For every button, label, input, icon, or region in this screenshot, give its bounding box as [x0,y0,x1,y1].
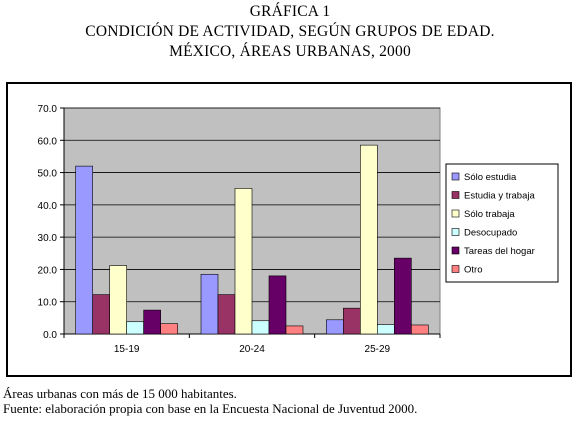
plot-area: 70.0 60.0 50.0 40.0 30.0 20.0 10.0 0.0 15-19 20-2… [38,104,441,355]
bar [377,324,395,335]
bar [234,188,253,335]
title-line-3: MÉXICO, ÁREAS URBANAS, 2000 [169,43,411,60]
legend-label: Tareas del hogar [464,246,535,257]
bar [251,320,270,335]
legend-swatch [451,191,460,199]
bar [200,273,219,335]
bar [75,165,93,335]
y-tick-label: 50.0 [38,169,58,180]
bar [109,265,127,335]
footnote-urban-areas: Áreas urbanas con más de 15 000 habitant… [3,386,237,401]
bar [160,323,178,335]
x-tick-label: 20-24 [239,344,265,355]
bar [326,319,344,335]
bar [285,325,304,335]
y-tick-label: 60.0 [38,136,58,147]
footnote-source: Fuente: elaboración propia con base en l… [3,401,418,416]
legend-swatch [451,265,460,273]
y-tick-label: 20.0 [38,265,58,276]
legend-swatch [451,228,460,236]
legend-box [445,163,559,283]
legend-swatch [451,209,460,218]
y-tick-label: 10.0 [38,298,58,309]
legend-swatch [451,172,460,181]
legend-label: Estudia y trabaja [464,191,535,202]
title-line-2: CONDICIÓN DE ACTIVIDAD, SEGÚN GRUPOS DE … [85,23,495,40]
footnotes: Áreas urbanas con más de 15 000 habitant… [3,386,417,416]
title-line-1: GRÁFICA 1 [249,3,331,20]
bar [143,309,161,335]
legend-label: Sólo estudia [464,172,517,183]
bar [343,307,361,335]
bar [268,275,287,335]
bar-chart: 70.0 60.0 50.0 40.0 30.0 20.0 10.0 0.0 15-19 20-2… [38,104,559,355]
bar [360,144,378,335]
legend-label: Otro [464,265,482,276]
y-tick-label: 70.0 [38,104,58,115]
y-tick-label: 30.0 [38,233,58,244]
chart-title: GRÁFICA 1 CONDICIÓN DE ACTIVIDAD, SEGÚN … [0,2,580,62]
legend-swatch [451,246,460,255]
x-tick-label: 15-19 [114,344,140,355]
bar [126,321,144,335]
legend-label: Sólo trabaja [464,209,515,220]
bar [411,324,429,335]
bar [217,294,236,335]
legend-label: Desocupado [464,228,517,239]
chart-frame: 70.0 60.0 50.0 40.0 30.0 20.0 10.0 0.0 15-19 20-2… [6,82,572,377]
y-tick-label: 40.0 [38,201,58,212]
x-tick-label: 25-29 [365,344,391,355]
y-tick-label: 0.0 [43,330,57,341]
bar [394,257,412,335]
legend: Sólo estudia Estudia y trabaja Sólo trabaj… [445,163,559,283]
bar [92,294,110,335]
